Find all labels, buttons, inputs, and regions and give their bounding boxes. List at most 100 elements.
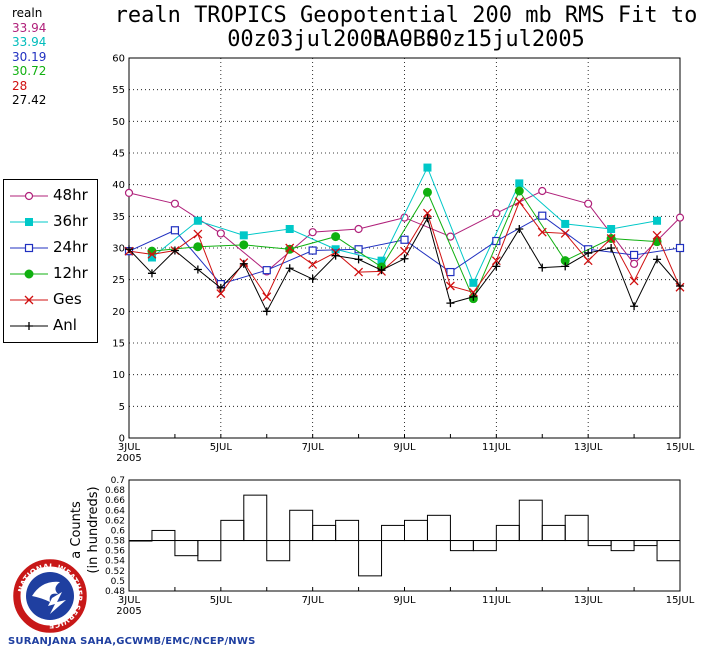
data-point — [538, 263, 547, 272]
stats-value: 33.94 — [12, 20, 47, 35]
x-tick-label: 5JUL — [210, 595, 233, 606]
grid — [128, 57, 681, 439]
data-point — [262, 292, 272, 302]
data-point — [583, 256, 593, 266]
count-bar — [335, 519, 360, 542]
legend: 48hr 36hr 24hr 12hr Ges Anl — [3, 179, 98, 343]
series-line — [128, 216, 681, 313]
data-point — [377, 256, 386, 265]
data-point — [170, 199, 180, 208]
data-point — [147, 253, 156, 262]
count-bar — [610, 540, 635, 552]
legend-item: 36hr — [4, 210, 99, 234]
count-bar — [174, 540, 199, 557]
y-tick-label: 0.66 — [105, 496, 125, 506]
data-point — [147, 249, 157, 259]
data-point — [423, 214, 432, 223]
data-point — [584, 199, 593, 208]
legend-swatch — [10, 243, 48, 253]
y-tick-label: 20 — [112, 307, 125, 318]
data-point — [515, 179, 524, 188]
legend-item: 12hr — [4, 262, 99, 286]
y-tick-label: 25 — [112, 275, 125, 286]
data-point — [193, 242, 203, 252]
y-tick-label: 45 — [112, 149, 125, 160]
series-48hr — [124, 186, 685, 276]
data-point — [193, 229, 203, 239]
count-bar — [656, 540, 681, 562]
data-point — [653, 216, 662, 225]
data-point — [216, 289, 226, 299]
x-tick-label: 13JUL — [574, 595, 603, 606]
data-point — [331, 245, 340, 254]
legend-marker — [24, 295, 34, 305]
y-axis-label: a Counts — [69, 501, 84, 559]
data-point — [629, 276, 639, 286]
y-tick-label: 0.68 — [105, 486, 125, 496]
stats-value: 33.94 — [12, 35, 47, 49]
y-tick-label: 40 — [112, 180, 125, 191]
data-point — [515, 225, 524, 233]
series-line — [151, 189, 658, 300]
data-point — [308, 260, 318, 269]
legend-item: Anl — [4, 314, 99, 338]
data-point — [561, 262, 570, 271]
y-tick-label: 0.7 — [111, 476, 125, 486]
data-point — [491, 256, 501, 266]
data-point — [629, 250, 639, 260]
x-tick-label: 11JUL — [482, 442, 511, 453]
count-bar — [358, 540, 383, 577]
series-line — [128, 215, 681, 285]
data-point — [354, 267, 364, 277]
y-tick-label: 0.48 — [105, 587, 125, 597]
legend-swatch — [10, 295, 48, 305]
y-tick-label: 0.6 — [111, 526, 126, 536]
footer-credit: SURANJANA SAHA,GCWMB/EMC/NCEP/NWS — [8, 636, 256, 647]
data-point — [652, 230, 662, 240]
y-tick-label: 55 — [112, 85, 125, 96]
legend-marker — [24, 269, 34, 279]
data-point — [560, 228, 570, 238]
data-point — [469, 278, 478, 287]
data-point — [630, 302, 639, 311]
data-point — [308, 275, 317, 284]
data-point — [193, 265, 202, 274]
data-point — [492, 209, 501, 218]
y-tick-label: 5 — [119, 402, 125, 413]
x-tick-label: 9JUL — [393, 442, 416, 453]
y-tick-label: 0.54 — [105, 557, 125, 567]
y-tick-label: 35 — [112, 212, 125, 223]
legend-item: Ges — [4, 288, 99, 312]
y-tick-label: 0 — [119, 434, 125, 445]
data-point — [468, 287, 478, 297]
stats-value: 30.72 — [12, 64, 47, 78]
data-point — [377, 266, 386, 275]
stats-values: 33.94 33.94 30.19 30.72 28 27.42 — [12, 21, 46, 108]
count-bar — [564, 514, 589, 542]
data-point — [170, 246, 179, 255]
data-point — [537, 227, 547, 237]
legend-label: 48hr — [53, 186, 88, 204]
data-point — [125, 245, 133, 254]
series-line — [151, 166, 658, 285]
data-point — [285, 264, 294, 273]
data-point — [469, 292, 478, 301]
legend-marker — [25, 218, 33, 226]
x-tick-sublabel: 2005 — [116, 606, 141, 617]
chart-title: realn TROPICS Geopotential 200 mb RMS Fi… — [114, 3, 698, 52]
count-bar — [449, 540, 474, 552]
legend-label: Anl — [53, 316, 77, 334]
count-bar — [587, 540, 612, 547]
data-point — [445, 281, 455, 291]
count-bar — [472, 540, 497, 552]
stats-value: 28 — [12, 78, 28, 93]
data-point — [193, 216, 202, 225]
x-tick-label: 5JUL — [210, 442, 233, 453]
stats-heading: realn — [12, 6, 43, 20]
y-tick-label: 15 — [112, 339, 125, 350]
data-point — [147, 269, 156, 278]
count-bar — [220, 519, 245, 542]
data-point — [629, 259, 639, 268]
stats-value: 27.42 — [12, 93, 47, 107]
y-tick-label: 0.52 — [105, 567, 125, 577]
